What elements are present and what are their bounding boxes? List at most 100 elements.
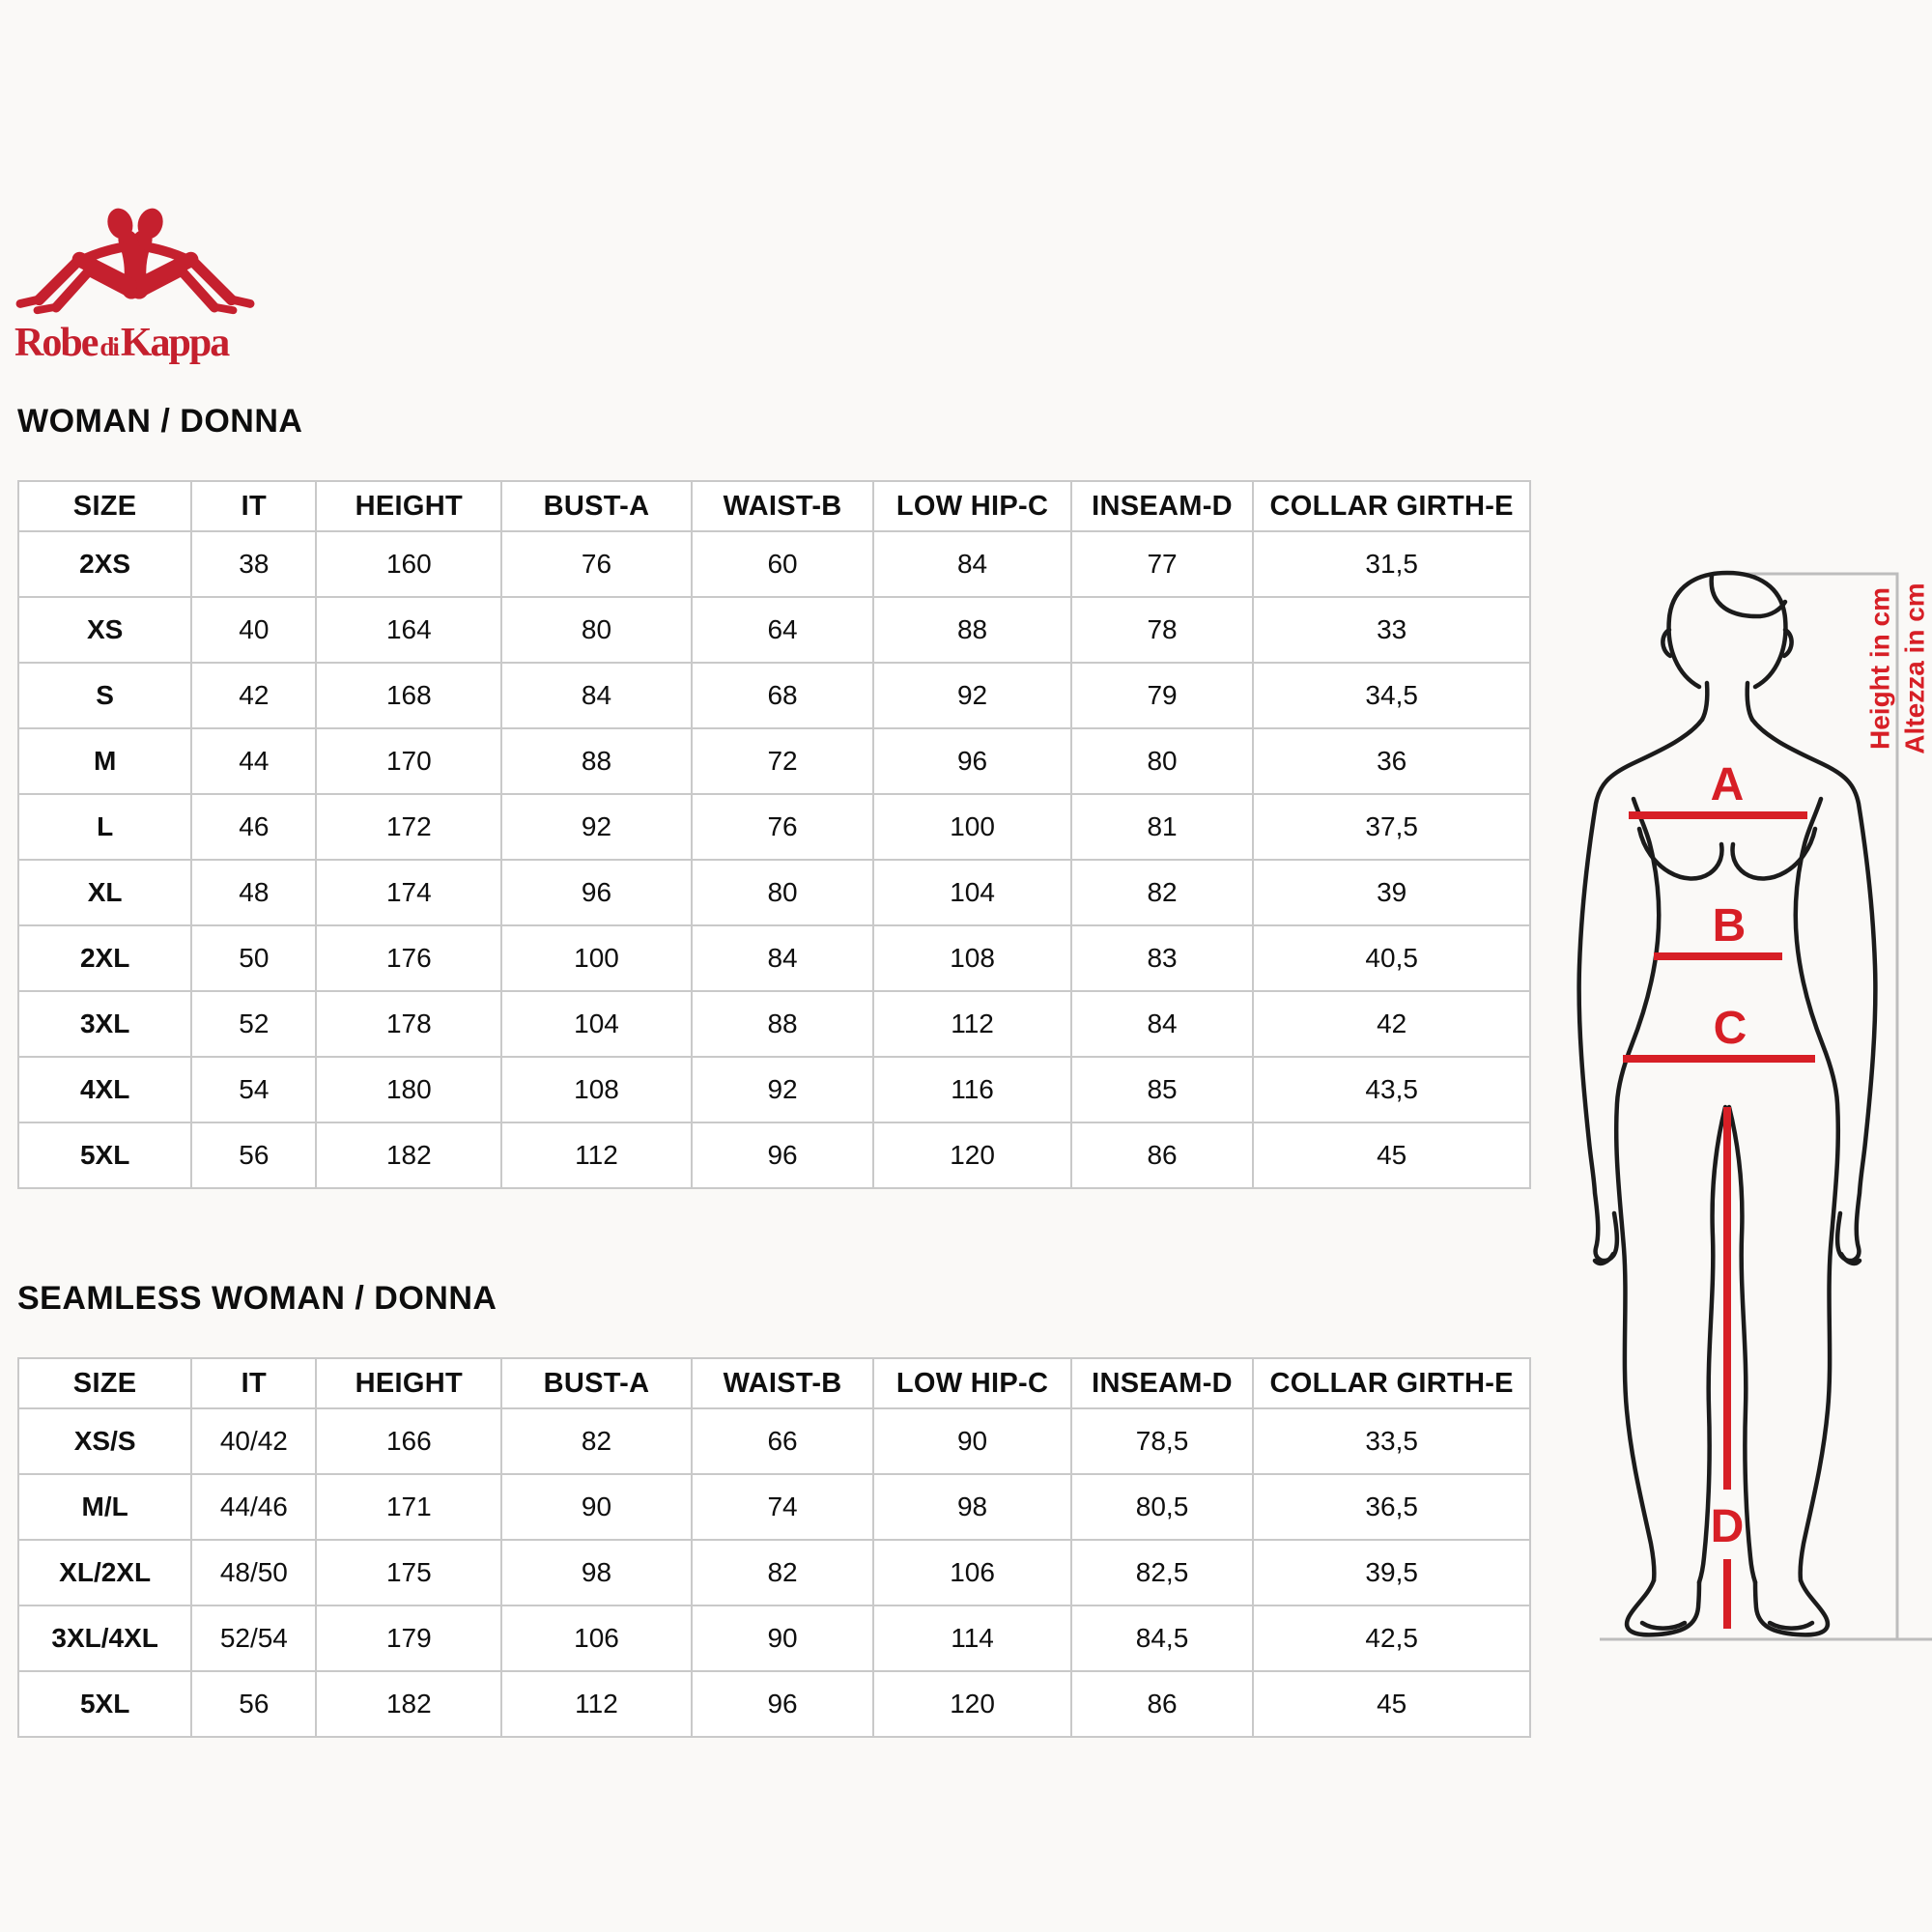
value-cell: 86 — [1069, 1670, 1255, 1738]
value-cell: 96 — [690, 1122, 875, 1189]
table-row: S 42 168 84 68 92 79 34,5 — [16, 662, 1531, 729]
value-cell: 90 — [690, 1605, 875, 1672]
height-bracket-line — [1715, 572, 1899, 1639]
size-cell: 3XL/4XL — [16, 1605, 193, 1672]
value-cell: 79 — [1069, 662, 1255, 729]
value-cell: 80,5 — [1069, 1473, 1255, 1541]
size-cell: M/L — [16, 1473, 193, 1541]
value-cell: 92 — [872, 662, 1072, 729]
value-cell: 40 — [190, 596, 318, 664]
value-cell: 36 — [1252, 727, 1531, 795]
size-cell: 2XS — [16, 530, 193, 598]
value-cell: 76 — [500, 530, 693, 598]
column-header: BUST-A — [500, 480, 693, 532]
value-cell: 178 — [315, 990, 503, 1058]
column-header: LOW HIP-C — [872, 1357, 1072, 1409]
size-cell: XS — [16, 596, 193, 664]
value-cell: 38 — [190, 530, 318, 598]
value-cell: 160 — [315, 530, 503, 598]
value-cell: 84 — [1069, 990, 1255, 1058]
waist-label: B — [1713, 900, 1747, 952]
size-cell: 2XL — [16, 924, 193, 992]
size-cell: S — [16, 662, 193, 729]
size-cell: 4XL — [16, 1056, 193, 1123]
value-cell: 42 — [190, 662, 318, 729]
value-cell: 92 — [690, 1056, 875, 1123]
value-cell: 33,5 — [1252, 1407, 1531, 1475]
table-row: XS 40 164 80 64 88 78 33 — [16, 596, 1531, 664]
value-cell: 104 — [872, 859, 1072, 926]
inseam-label: D — [1711, 1501, 1745, 1552]
value-cell: 40/42 — [190, 1407, 318, 1475]
value-cell: 170 — [315, 727, 503, 795]
value-cell: 44/46 — [190, 1473, 318, 1541]
size-cell: 5XL — [16, 1122, 193, 1189]
value-cell: 164 — [315, 596, 503, 664]
table-row: 3XL/4XL 52/54 179 106 90 114 84,5 42,5 — [16, 1605, 1531, 1672]
section-heading-seamless-woman: SEAMLESS WOMAN / DONNA — [17, 1280, 497, 1317]
value-cell: 68 — [690, 662, 875, 729]
value-cell: 84 — [500, 662, 693, 729]
table-row: L 46 172 92 76 100 81 37,5 — [16, 793, 1531, 861]
value-cell: 88 — [690, 990, 875, 1058]
column-header: LOW HIP-C — [872, 480, 1072, 532]
value-cell: 40,5 — [1252, 924, 1531, 992]
value-cell: 77 — [1069, 530, 1255, 598]
table-row: M 44 170 88 72 96 80 36 — [16, 727, 1531, 795]
value-cell: 31,5 — [1252, 530, 1531, 598]
value-cell: 66 — [690, 1407, 875, 1475]
value-cell: 46 — [190, 793, 318, 861]
value-cell: 174 — [315, 859, 503, 926]
column-header: INSEAM-D — [1069, 480, 1255, 532]
column-header: SIZE — [16, 1357, 193, 1409]
value-cell: 36,5 — [1252, 1473, 1531, 1541]
value-cell: 182 — [315, 1122, 503, 1189]
section-seamless-woman: SEAMLESS WOMAN / DONNA SIZE IT HEIGHT BUST-… — [16, 1280, 1531, 1738]
value-cell: 78,5 — [1069, 1407, 1255, 1475]
wordmark-robe: Robe — [14, 321, 99, 365]
value-cell: 84 — [872, 530, 1072, 598]
value-cell: 52/54 — [190, 1605, 318, 1672]
table-row: 4XL 54 180 108 92 116 85 43,5 — [16, 1056, 1531, 1123]
value-cell: 90 — [872, 1407, 1072, 1475]
value-cell: 39,5 — [1252, 1539, 1531, 1606]
size-cell: M — [16, 727, 193, 795]
table-row: 5XL 56 182 112 96 120 86 45 — [16, 1670, 1531, 1738]
hip-label: C — [1714, 1003, 1747, 1054]
woman-silhouette-outline — [1577, 570, 1878, 1637]
left-figure — [15, 208, 144, 315]
value-cell: 54 — [190, 1056, 318, 1123]
value-cell: 78 — [1069, 596, 1255, 664]
value-cell: 44 — [190, 727, 318, 795]
column-header: COLLAR GIRTH-E — [1252, 480, 1531, 532]
size-cell: 5XL — [16, 1670, 193, 1738]
value-cell: 104 — [500, 990, 693, 1058]
value-cell: 166 — [315, 1407, 503, 1475]
value-cell: 112 — [500, 1670, 693, 1738]
brand-logo: Robe diKappa — [14, 203, 261, 363]
size-table-seamless-woman: SIZE IT HEIGHT BUST-A WAIST-B LOW HIP-C INSEAM… — [16, 1357, 1531, 1738]
table-row: 2XL 50 176 100 84 108 83 40,5 — [16, 924, 1531, 992]
value-cell: 84,5 — [1069, 1605, 1255, 1672]
value-cell: 106 — [500, 1605, 693, 1672]
value-cell: 81 — [1069, 793, 1255, 861]
value-cell: 120 — [872, 1670, 1072, 1738]
value-cell: 82 — [1069, 859, 1255, 926]
wordmark-di: di — [99, 332, 119, 361]
column-header: WAIST-B — [690, 480, 875, 532]
value-cell: 179 — [315, 1605, 503, 1672]
height-caption-it: Altezza in cm — [1900, 582, 1930, 753]
header-row: SIZE IT HEIGHT BUST-A WAIST-B LOW HIP-C INSEAM… — [16, 1357, 1531, 1409]
value-cell: 48 — [190, 859, 318, 926]
table-row: XL 48 174 96 80 104 82 39 — [16, 859, 1531, 926]
value-cell: 108 — [872, 924, 1072, 992]
value-cell: 74 — [690, 1473, 875, 1541]
column-header: WAIST-B — [690, 1357, 875, 1409]
value-cell: 52 — [190, 990, 318, 1058]
value-cell: 112 — [872, 990, 1072, 1058]
value-cell: 64 — [690, 596, 875, 664]
value-cell: 168 — [315, 662, 503, 729]
value-cell: 83 — [1069, 924, 1255, 992]
value-cell: 100 — [872, 793, 1072, 861]
value-cell: 90 — [500, 1473, 693, 1541]
